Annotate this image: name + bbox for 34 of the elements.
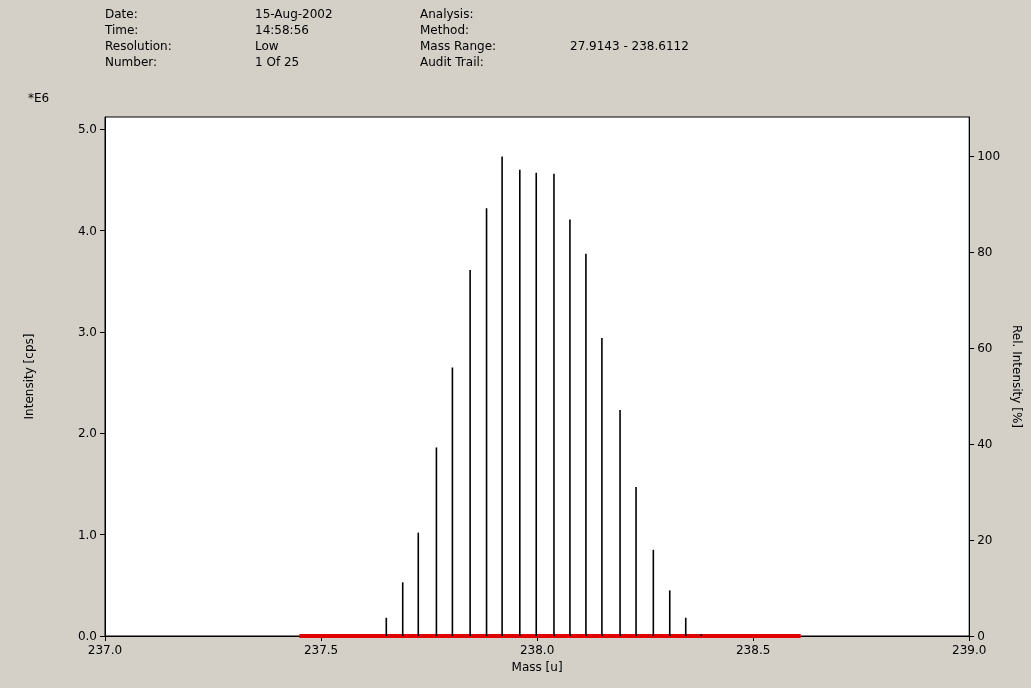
y2-tick-label: 100	[977, 149, 1001, 164]
y2-tick-label: 20	[977, 533, 993, 548]
text: Audit Trail:	[420, 55, 484, 69]
y-tick-label: 1.0	[77, 527, 97, 542]
x-axis-title: Mass [u]	[511, 659, 563, 674]
x-tick-label: 237.5	[303, 643, 339, 657]
y-tick-label: 2.0	[77, 426, 97, 441]
text: *E6	[28, 91, 50, 105]
x-tick-label: 238.5	[735, 643, 771, 657]
text: 14:58:56	[255, 23, 309, 37]
text: Analysis:	[420, 7, 474, 21]
y2-tick-label: 80	[977, 245, 993, 260]
text: 15-Aug-2002	[255, 7, 333, 21]
text: 27.9143 - 238.6112	[570, 39, 689, 53]
y2-tick-label: 0	[977, 629, 985, 643]
y-tick-label: 0.0	[77, 629, 97, 643]
text: Date:	[105, 7, 138, 21]
text: Resolution:	[105, 39, 172, 53]
text: Low	[255, 39, 279, 53]
text: Mass Range:	[420, 39, 497, 53]
y-tick-label: 5.0	[77, 122, 97, 137]
y2-tick-label: 40	[977, 437, 993, 452]
y-tick-label: 4.0	[77, 223, 97, 238]
x-tick-label: 239.0	[952, 643, 987, 657]
text: Method:	[420, 23, 470, 37]
text: Number:	[105, 55, 158, 69]
x-tick-label: 238.0	[519, 643, 555, 657]
y-tick-label: 3.0	[77, 324, 97, 339]
x-tick-label: 237.0	[87, 643, 123, 657]
text: Time:	[104, 23, 139, 37]
text: 1 Of 25	[255, 55, 300, 69]
y2-axis-title: Rel. Intensity [%]	[1010, 325, 1024, 428]
y2-tick-label: 60	[977, 341, 993, 356]
y-axis-title: Intensity [cps]	[22, 333, 36, 420]
